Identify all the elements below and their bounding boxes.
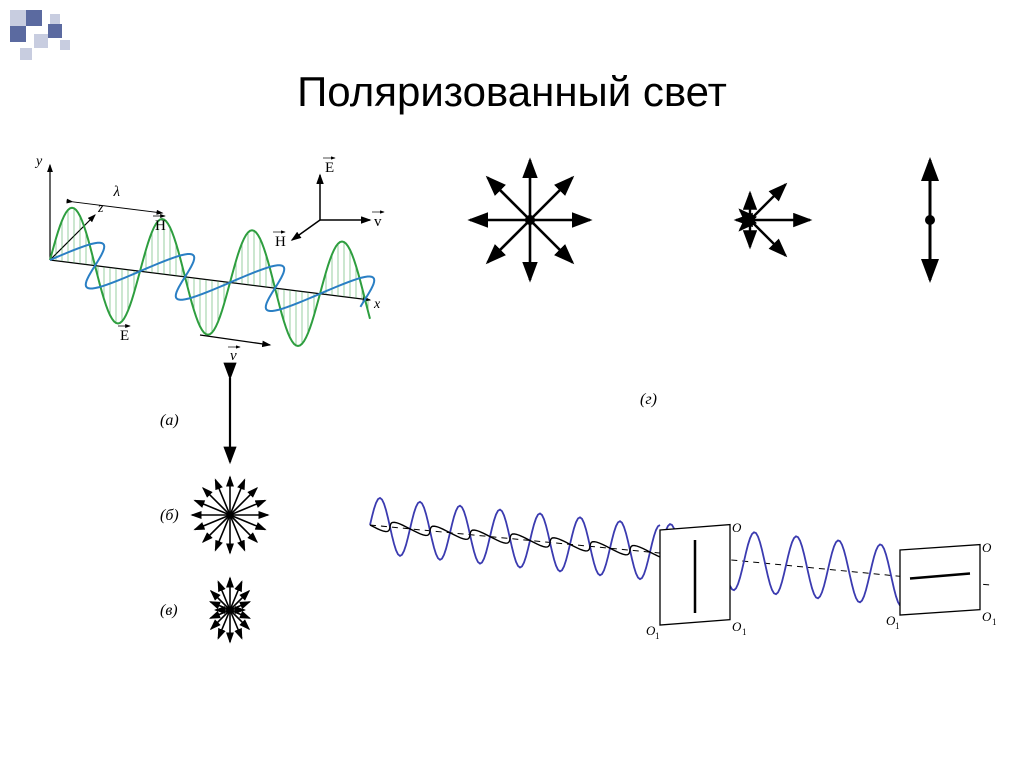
svg-text:(б): (б) — [160, 507, 179, 524]
corner-decoration — [10, 10, 90, 70]
electromagnetic-wave-diagram: y x zλ E Hv — [34, 154, 381, 364]
small-series-diagrams: (а) (б) (в) — [160, 378, 268, 642]
svg-text:(г): (г) — [640, 391, 657, 408]
svg-text:H: H — [275, 234, 286, 250]
svg-text:1: 1 — [655, 631, 660, 641]
svg-text:1: 1 — [895, 621, 900, 631]
svg-text:v: v — [374, 214, 382, 230]
svg-text:z: z — [97, 201, 104, 216]
svg-text:x: x — [373, 297, 381, 312]
polarizer-setup-diagram: (г)OO1O1OO1O1 — [370, 391, 997, 641]
svg-text:(в): (в) — [160, 602, 178, 619]
main-diagram-svg: yxzλEHv EHv (а)(б)(в) (г)OO1O1OO1O1 — [0, 140, 1024, 767]
svg-text:E: E — [120, 328, 129, 344]
svg-text:H: H — [155, 218, 166, 234]
svg-text:1: 1 — [992, 617, 997, 627]
svg-text:O: O — [732, 619, 742, 634]
svg-text:v: v — [230, 348, 237, 364]
svg-text:(а): (а) — [160, 412, 179, 429]
svg-text:O: O — [982, 609, 992, 624]
svg-text:E: E — [325, 160, 334, 176]
deco-svg — [10, 10, 90, 70]
svg-text:y: y — [34, 154, 43, 169]
svg-text:1: 1 — [742, 627, 747, 637]
svg-text:O: O — [732, 520, 742, 535]
diagram-area: yxzλEHv EHv (а)(б)(в) (г)OO1O1OO1O1 — [0, 140, 1024, 767]
polarization-stars — [470, 160, 935, 280]
vector-triad-diagram: E Hv — [273, 158, 384, 250]
svg-text:O: O — [982, 540, 992, 555]
svg-text:λ: λ — [113, 184, 121, 200]
page-title: Поляризованный свет — [0, 68, 1024, 116]
